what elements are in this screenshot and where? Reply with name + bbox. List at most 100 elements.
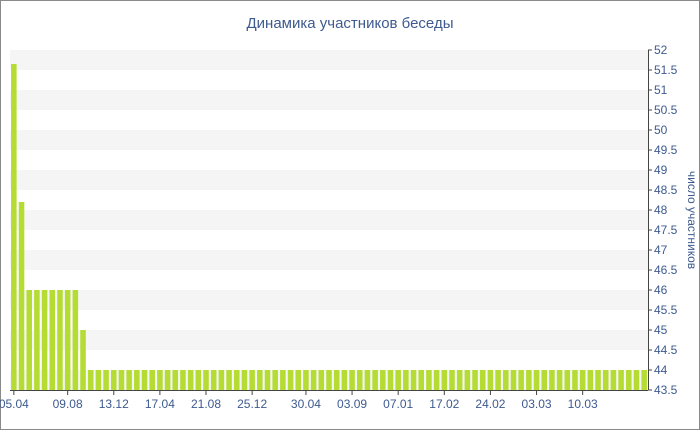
bar [456, 370, 463, 390]
bar [172, 370, 179, 390]
y-tick-label: 52 [654, 43, 668, 57]
bar [287, 370, 294, 390]
x-tick-label: 10.03 [568, 397, 598, 411]
y-ticks: 43.5 44 44.5 45 45.5 46 46.5 47 47.5 48 48.5 49 49.5… [648, 43, 678, 397]
bar [372, 370, 378, 390]
y-tick-label: 45 [654, 323, 668, 337]
x-tick-label: 24.02 [475, 397, 505, 411]
x-ticks: 05.04 09.08 13.12 17.04 21.08 25.12 30.04 03.09… [0, 390, 598, 411]
bar [87, 370, 94, 390]
bar [626, 370, 632, 390]
bar [272, 370, 278, 390]
bar [103, 370, 109, 390]
bar [633, 370, 640, 390]
bar [264, 370, 271, 390]
y-tick-label: 44 [654, 363, 668, 377]
bar [472, 370, 478, 390]
bar [510, 370, 517, 390]
y-axis-label: число участников [685, 171, 699, 269]
bar [141, 370, 148, 390]
bar [641, 370, 647, 390]
bar [241, 370, 248, 390]
bar [57, 290, 63, 390]
bar [149, 370, 155, 390]
bar [526, 370, 532, 390]
y-tick-label: 49 [654, 163, 668, 177]
grid-band [10, 50, 648, 70]
bar [134, 370, 140, 390]
y-tick-label: 45.5 [654, 303, 678, 317]
bar [11, 64, 17, 390]
y-tick-label: 51.5 [654, 63, 678, 77]
bar [257, 370, 263, 390]
bar [164, 370, 171, 390]
bar [41, 290, 48, 390]
grid-band [10, 170, 648, 190]
grid-band [10, 250, 648, 270]
x-tick-label: 05.04 [0, 397, 29, 411]
bar [395, 370, 401, 390]
bar [157, 370, 163, 390]
bar [380, 370, 386, 390]
y-tick-label: 48 [654, 203, 668, 217]
bar [579, 370, 586, 390]
bar [226, 370, 232, 390]
x-tick-label: 25.12 [237, 397, 267, 411]
bar [218, 370, 225, 390]
bar [364, 370, 371, 390]
x-tick-label: 21.08 [191, 397, 221, 411]
x-tick-label: 17.04 [145, 397, 175, 411]
x-tick-label: 09.08 [53, 397, 83, 411]
x-tick-label: 07.01 [383, 397, 413, 411]
bar [295, 370, 302, 390]
grid-band [10, 130, 648, 150]
x-tick-label: 13.12 [99, 397, 129, 411]
bar [126, 370, 132, 390]
y-tick-label: 47.5 [654, 223, 678, 237]
bar [118, 370, 125, 390]
bar [180, 370, 186, 390]
bar [187, 370, 194, 390]
bar [610, 370, 617, 390]
bar [210, 370, 217, 390]
bar [572, 370, 578, 390]
grid-bands [10, 50, 648, 390]
bar [541, 370, 547, 390]
bar [80, 330, 86, 390]
bar [280, 370, 286, 390]
bar [233, 370, 240, 390]
axes [10, 50, 649, 391]
x-tick-label: 17.02 [429, 397, 459, 411]
y-tick-label: 43.5 [654, 383, 678, 397]
bar [503, 370, 509, 390]
x-tick-label: 30.04 [291, 397, 321, 411]
bar [564, 370, 571, 390]
bar [49, 290, 56, 390]
bar [341, 370, 348, 390]
bar [595, 370, 601, 390]
bar [433, 370, 440, 390]
x-tick-label: 03.09 [337, 397, 367, 411]
bar [195, 370, 202, 390]
bar [18, 202, 25, 390]
y-tick-label: 49.5 [654, 143, 678, 157]
bar [310, 370, 317, 390]
bar [64, 290, 71, 390]
bar [495, 370, 501, 390]
bar [464, 370, 471, 390]
bar [449, 370, 455, 390]
bar [303, 370, 309, 390]
bar [26, 290, 32, 390]
bar [587, 370, 594, 390]
bar [549, 370, 555, 390]
y-tick-label: 46.5 [654, 263, 678, 277]
x-tick-label: 03.03 [522, 397, 552, 411]
bar [533, 370, 540, 390]
grid-band [10, 90, 648, 110]
bar [441, 370, 448, 390]
bar [318, 370, 325, 390]
bar [34, 290, 40, 390]
y-tick-label: 48.5 [654, 183, 678, 197]
grid-band [10, 330, 648, 350]
